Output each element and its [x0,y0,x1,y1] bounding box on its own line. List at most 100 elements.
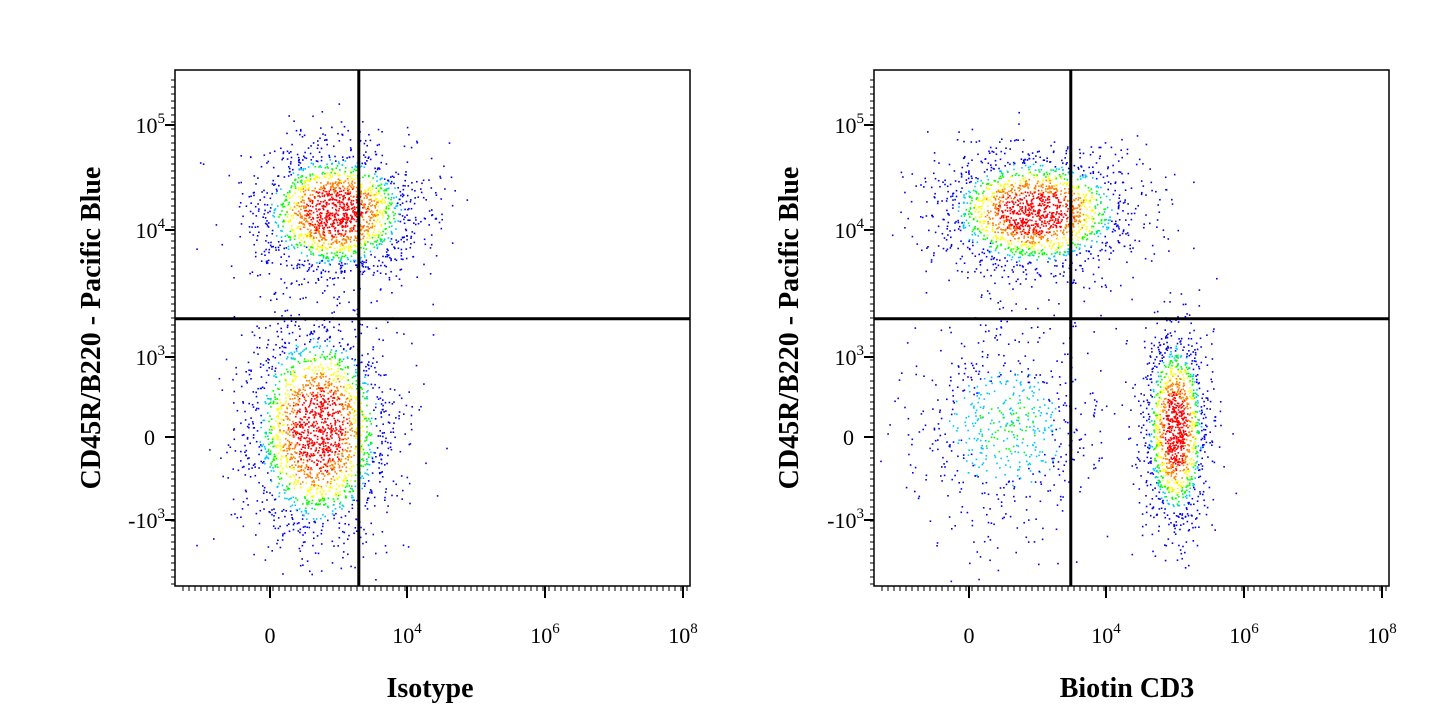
event-dot [350,229,352,231]
event-dot [949,230,951,232]
event-dot [318,347,321,349]
event-dot [331,356,333,358]
event-dot [384,196,387,199]
event-dot [323,228,325,230]
event-dot [341,234,343,236]
event-dot [337,434,340,436]
event-dot [960,172,963,175]
event-dot [311,363,313,365]
event-dot [1112,193,1115,196]
event-dot [335,167,338,169]
event-dot [380,264,382,267]
event-dot [315,358,317,361]
event-dot [974,190,977,192]
event-dot [292,390,295,392]
event-dot [995,212,998,215]
event-dot [364,505,367,507]
event-dot [440,227,443,230]
event-dot [335,350,337,353]
event-dot [337,218,340,221]
event-dot [969,212,972,214]
event-dot [260,253,263,255]
event-dot [1124,189,1127,191]
event-dot [334,419,336,422]
event-dot [407,219,409,221]
event-dot [395,275,398,277]
event-dot [305,393,308,396]
event-dot [338,398,341,400]
event-dot [1067,253,1070,255]
event-dot [337,230,340,232]
event-dot [300,466,303,468]
event-dot [334,364,337,366]
event-dot [1177,229,1180,232]
event-dot [310,232,313,234]
event-dot [280,263,282,265]
event-dot [331,413,334,415]
event-dot [321,498,323,501]
event-dot [321,187,324,190]
event-dot [296,411,298,414]
event-dot [1098,157,1101,160]
event-dot [291,331,294,334]
event-dot [1053,150,1055,153]
event-dot [286,204,289,207]
event-dot [351,485,353,487]
event-dot [346,456,349,458]
event-dot [351,423,353,426]
event-dot [248,373,251,376]
event-dot [1062,231,1065,233]
event-dot [1019,247,1021,249]
event-dot [337,209,340,212]
event-dot [1075,219,1078,221]
event-dot [288,419,291,421]
event-dot [304,532,306,534]
event-dot [1018,194,1021,196]
event-dot [372,461,374,463]
event-dot [256,430,259,432]
event-dot [321,410,323,412]
event-dot [351,188,354,190]
event-dot [399,204,402,206]
event-dot [999,158,1002,161]
event-dot [343,271,346,273]
event-dot [1077,225,1080,228]
event-dot [364,418,366,420]
event-dot [335,392,337,395]
event-dot [1100,186,1102,189]
event-dot [337,396,339,398]
event-dot [347,553,349,556]
event-dot [343,416,345,419]
event-dot [925,215,928,217]
event-dot [430,234,433,236]
event-dot [276,190,278,192]
event-dot [337,397,340,400]
event-dot [244,489,247,492]
event-dot [293,481,296,483]
event-dot [329,435,332,438]
event-dot [347,189,349,192]
event-dot [379,178,382,181]
event-dot [352,259,355,262]
event-dot [311,369,314,371]
event-dot [305,246,308,249]
event-dot [362,459,365,462]
event-dot [388,180,390,183]
event-dot [321,488,323,490]
event-dot [344,233,346,236]
event-dot [1059,204,1062,207]
event-dot [322,466,325,468]
event-dot [1030,200,1033,202]
event-dot [362,430,365,432]
event-dot [343,542,345,545]
event-dot [308,406,310,408]
event-dot [1106,206,1109,209]
event-dot [366,458,368,460]
event-dot [365,248,368,250]
event-dot [285,438,287,440]
event-dot [347,186,349,188]
event-dot [360,526,362,529]
event-dot [336,165,339,167]
event-dot [352,345,355,348]
event-dot [334,389,337,392]
